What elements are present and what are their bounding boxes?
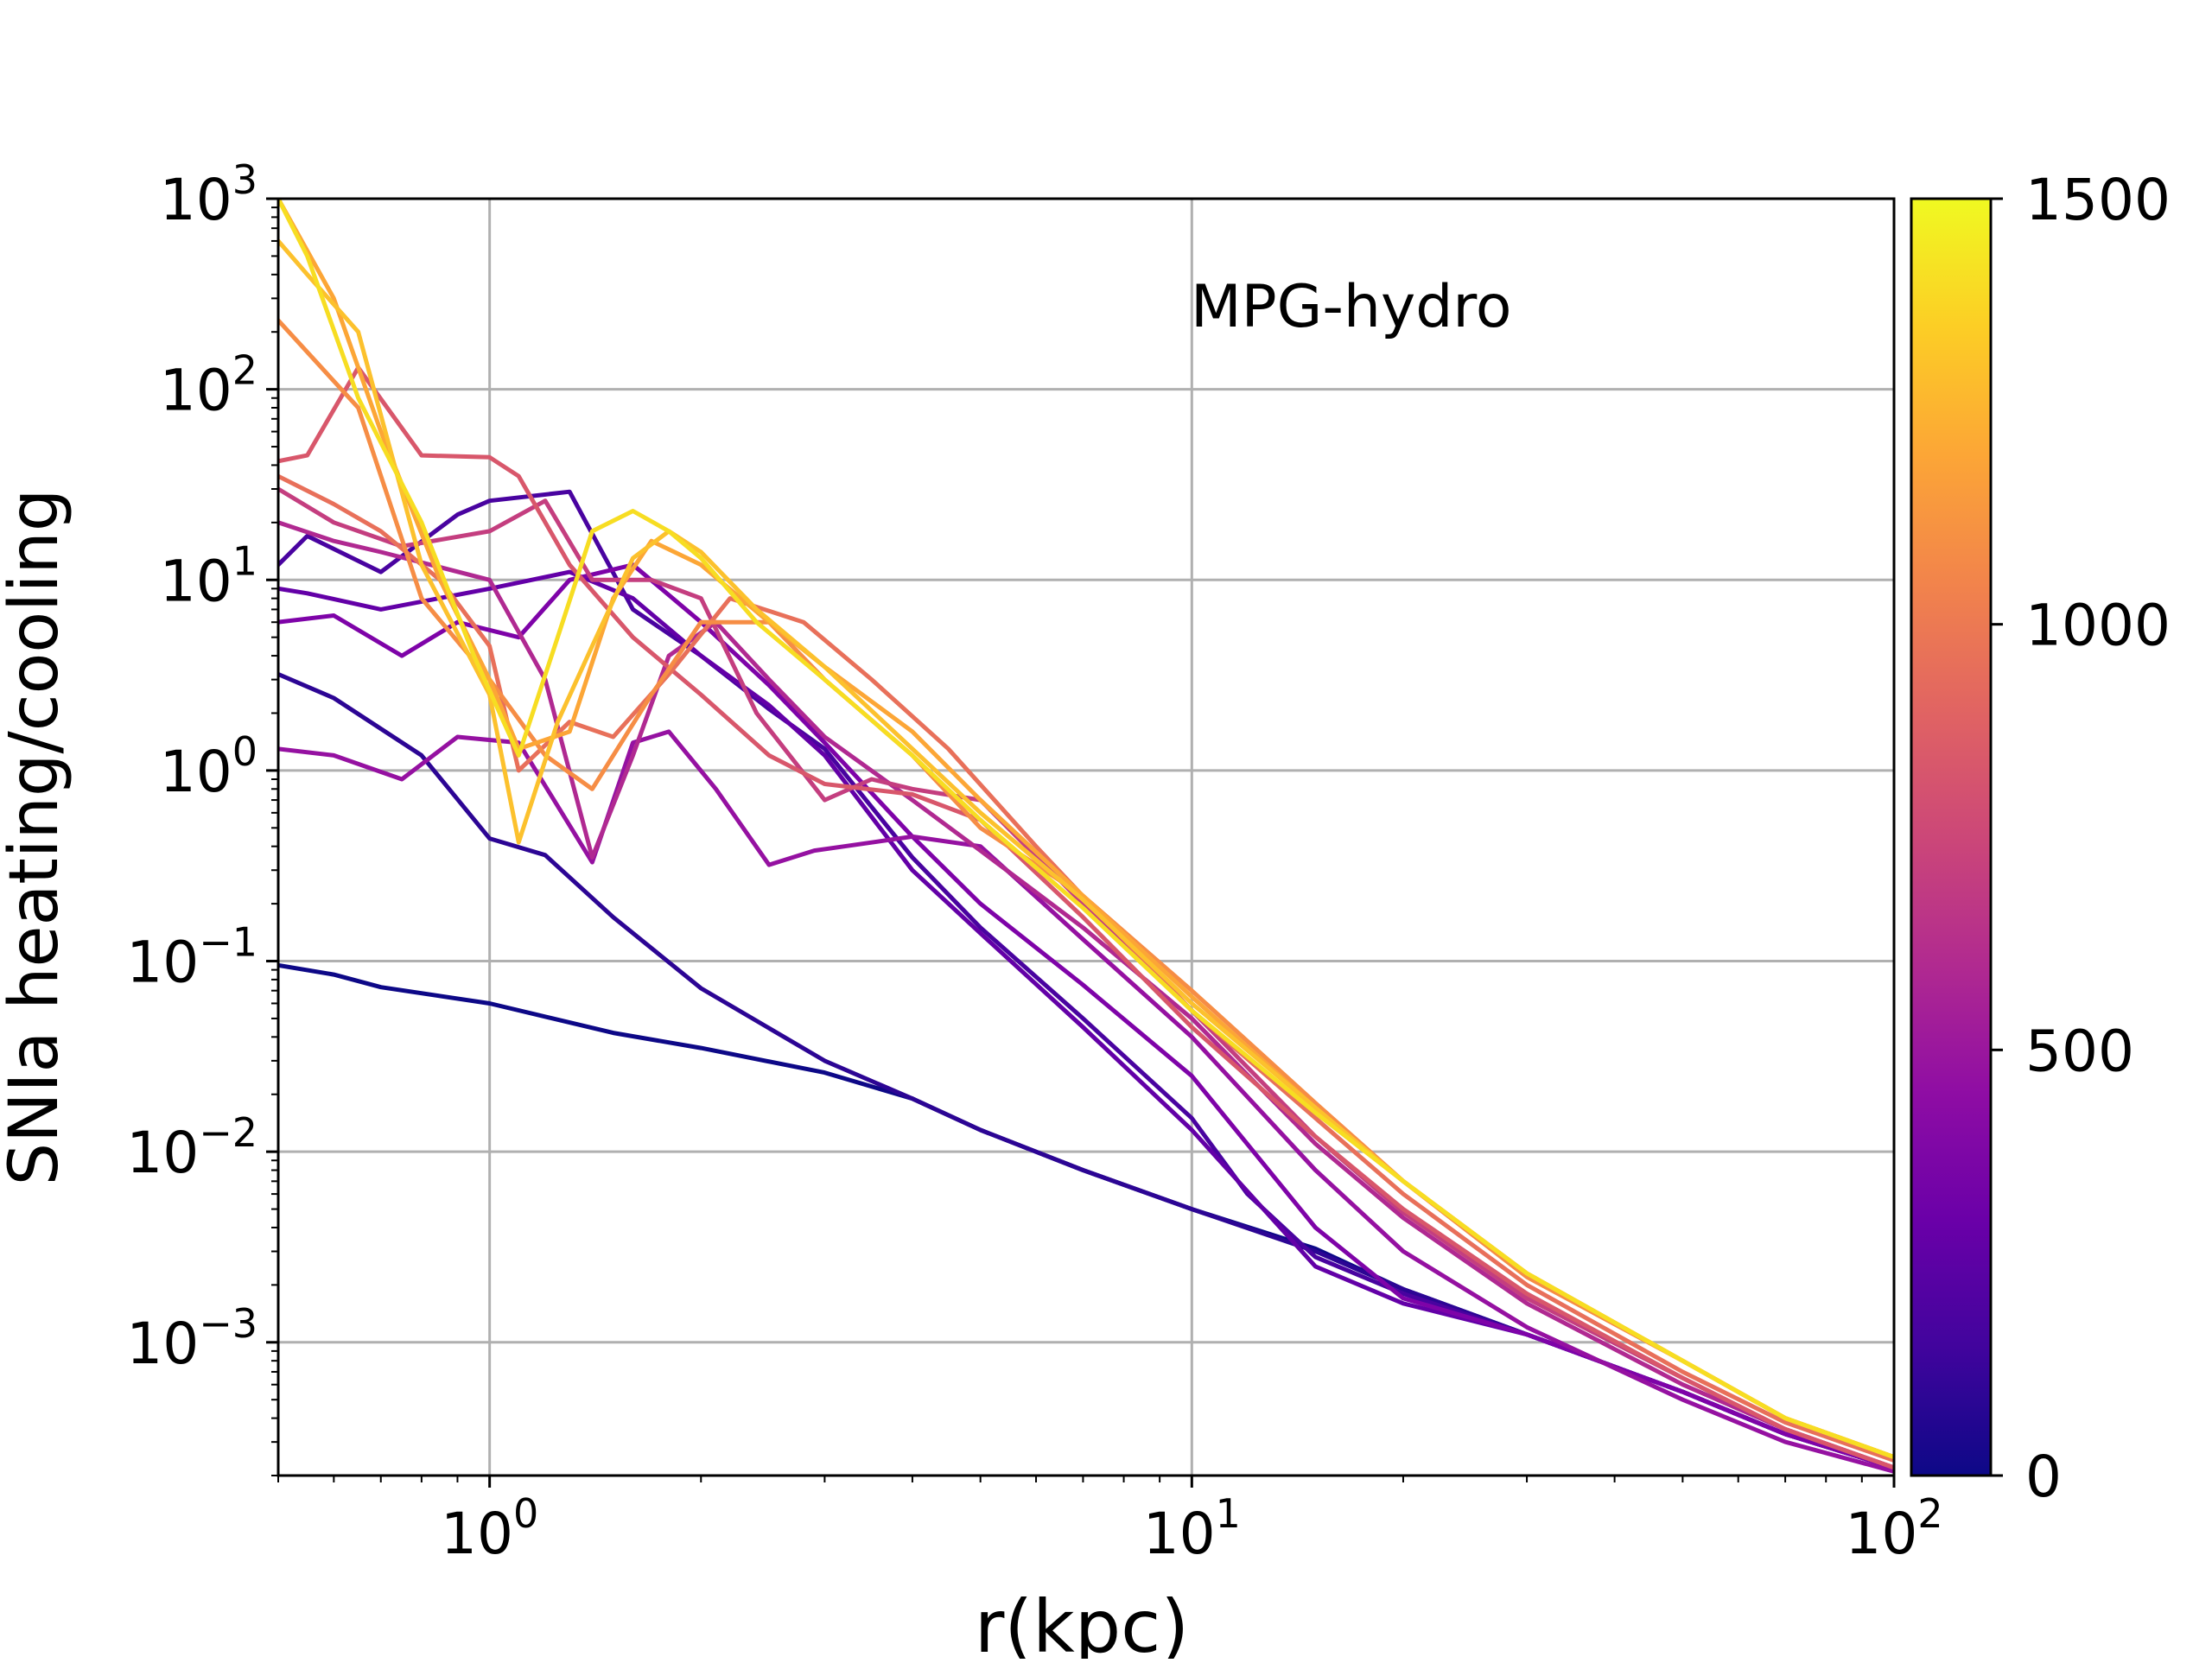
y-tick-label: 101 xyxy=(160,537,257,614)
colorbar-tick-label: 1500 xyxy=(2025,167,2171,233)
series-line-0 xyxy=(278,962,1894,1470)
x-tick-base: 10 xyxy=(1845,1501,1917,1567)
y-tick-exponent: −3 xyxy=(199,1300,257,1347)
x-tick-base: 10 xyxy=(441,1501,513,1567)
y-tick-base: 10 xyxy=(126,1311,199,1377)
y-tick-label: 10−1 xyxy=(126,919,257,996)
series-line-9 xyxy=(278,473,1894,1463)
y-tick-base: 10 xyxy=(160,548,232,614)
series-line-5 xyxy=(278,729,1894,1474)
colorbar-tick-label: 1000 xyxy=(2025,593,2171,659)
x-tick-label: 101 xyxy=(1143,1490,1241,1567)
colorbar xyxy=(1910,197,1993,1477)
y-tick-label: 103 xyxy=(160,156,257,233)
y-tick-label: 100 xyxy=(160,728,257,805)
y-tick-base: 10 xyxy=(126,1120,199,1186)
x-tick-label: 100 xyxy=(441,1490,538,1567)
series-line-4 xyxy=(278,562,1894,1470)
y-tick-exponent: 2 xyxy=(232,347,257,394)
y-tick-label: 10−3 xyxy=(126,1300,257,1377)
y-tick-exponent: 0 xyxy=(232,728,257,775)
x-tick-base: 10 xyxy=(1143,1501,1216,1567)
y-tick-base: 10 xyxy=(160,167,232,233)
x-axis-label: r(kpc) xyxy=(975,1584,1189,1659)
series-line-7 xyxy=(278,486,1894,1470)
colorbar-tick-label: 500 xyxy=(2025,1018,2134,1084)
y-tick-exponent: −2 xyxy=(199,1109,257,1156)
series-line-10 xyxy=(278,318,1894,1460)
y-tick-base: 10 xyxy=(126,930,199,996)
y-tick-base: 10 xyxy=(160,739,232,805)
series-line-8 xyxy=(278,365,1894,1470)
y-tick-base: 10 xyxy=(160,358,232,424)
colorbar-tick-label: 0 xyxy=(2025,1444,2062,1510)
x-tick-label: 102 xyxy=(1845,1490,1942,1567)
x-tick-exponent: 2 xyxy=(1917,1490,1942,1537)
y-tick-exponent: 3 xyxy=(232,156,257,203)
y-tick-label: 10−2 xyxy=(126,1109,257,1186)
series-lines xyxy=(278,199,1894,1474)
colorbar-ticks: 0 500 1000 1500 xyxy=(1991,167,2171,1510)
y-axis-label: SNIa heating/cooling xyxy=(0,489,73,1186)
series-line-1 xyxy=(278,671,1894,1470)
x-tick-exponent: 1 xyxy=(1216,1490,1241,1537)
plot-frame xyxy=(276,197,1896,1477)
y-tick-exponent: 1 xyxy=(232,537,257,584)
annotation-label: MPG-hydro xyxy=(1191,273,1511,341)
y-tick-label: 102 xyxy=(160,347,257,424)
y-tick-exponent: −1 xyxy=(199,919,257,966)
series-line-11 xyxy=(278,199,1894,1460)
series-line-6 xyxy=(278,520,1894,1470)
series-line-13 xyxy=(278,199,1894,1460)
x-tick-exponent: 0 xyxy=(513,1490,538,1537)
